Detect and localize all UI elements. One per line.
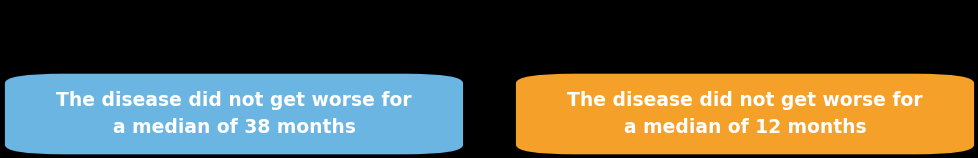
- FancyBboxPatch shape: [515, 74, 973, 154]
- Text: The disease did not get worse for
a median of 12 months: The disease did not get worse for a medi…: [566, 91, 922, 137]
- Text: The disease did not get worse for
a median of 38 months: The disease did not get worse for a medi…: [56, 91, 412, 137]
- FancyBboxPatch shape: [5, 74, 463, 154]
